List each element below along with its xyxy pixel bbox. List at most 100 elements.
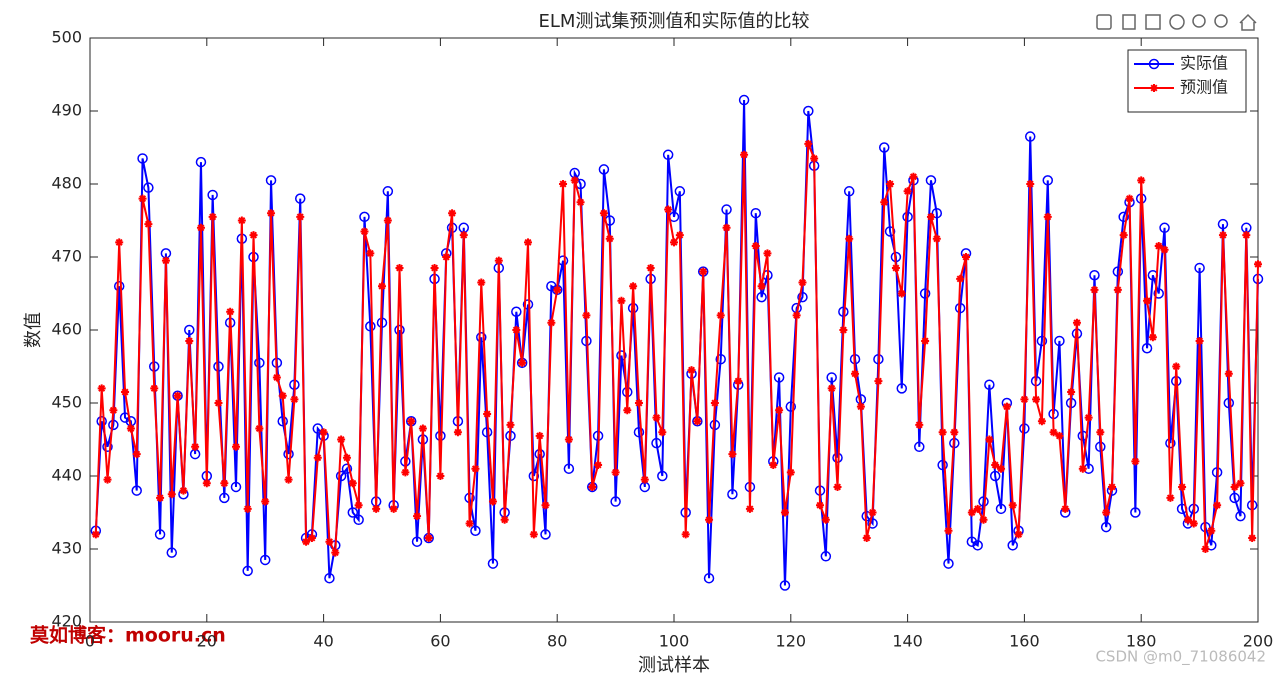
data-point [365, 321, 376, 332]
toolbar-datatip[interactable] [1145, 14, 1161, 30]
toolbar-pan[interactable] [1169, 14, 1185, 30]
data-point [827, 384, 836, 393]
data-point [797, 291, 808, 303]
data-point [312, 423, 324, 434]
data-point [564, 435, 573, 444]
data-point [382, 186, 394, 197]
data-point [1141, 343, 1153, 354]
data-point [903, 187, 912, 196]
data-point [97, 384, 106, 393]
data-point [1072, 318, 1081, 327]
data-point [166, 547, 178, 558]
data-point [137, 153, 148, 164]
toolbar-export[interactable] [1096, 14, 1112, 30]
data-point [937, 459, 948, 471]
data-point [763, 249, 772, 258]
x-tick-label: 40 [313, 632, 333, 651]
data-point [1084, 413, 1093, 422]
y-tick-label: 480 [51, 174, 82, 193]
plot-area [89, 37, 1259, 623]
data-point [582, 311, 591, 320]
data-point [938, 428, 947, 437]
data-point [1049, 428, 1058, 437]
data-point [540, 529, 551, 540]
data-point [389, 504, 398, 513]
data-point [535, 431, 544, 440]
data-point [96, 416, 107, 427]
data-point [662, 149, 674, 161]
data-point [804, 139, 813, 148]
data-point [769, 461, 778, 470]
data-point [1217, 218, 1229, 230]
data-point [307, 534, 316, 543]
data-point [476, 332, 487, 343]
data-point [610, 496, 621, 507]
data-point [213, 361, 224, 372]
data-point [921, 336, 930, 345]
data-point [1207, 526, 1216, 535]
data-point [1195, 336, 1204, 345]
data-point [932, 234, 941, 243]
data-point [1125, 194, 1134, 203]
data-point [674, 186, 686, 197]
data-point [1230, 482, 1239, 491]
data-point [1002, 402, 1011, 411]
data-point [383, 216, 392, 225]
data-point [243, 504, 252, 513]
data-point [208, 212, 217, 221]
data-point [1024, 131, 1036, 142]
toolbar-zoom-out[interactable] [1214, 14, 1228, 28]
data-point [511, 306, 522, 317]
toolbar-zoom-in[interactable] [1192, 14, 1206, 28]
data-point [401, 468, 410, 477]
data-point [518, 358, 527, 367]
x-tick-label: 0 [85, 632, 95, 651]
x-tick-label: 100 [659, 632, 690, 651]
data-point [1100, 521, 1112, 533]
data-point [734, 377, 743, 386]
data-point [359, 211, 370, 223]
data-point [588, 482, 597, 491]
data-point [232, 442, 240, 451]
data-point [1102, 508, 1111, 517]
data-point [559, 180, 568, 188]
data-point [453, 428, 462, 437]
toolbar-home[interactable] [1239, 13, 1257, 31]
data-point [506, 420, 515, 429]
data-point [897, 289, 906, 298]
data-point [1036, 335, 1048, 347]
data-point [745, 504, 754, 513]
data-point [319, 428, 328, 437]
data-point [728, 450, 737, 459]
x-tick-label: 200 [1243, 632, 1274, 651]
data-point [1061, 504, 1070, 513]
data-point [366, 249, 375, 258]
data-point [1172, 362, 1181, 371]
x-tick-label: 80 [547, 632, 567, 651]
data-point [191, 442, 200, 451]
data-point [185, 336, 194, 345]
data-point [296, 212, 305, 221]
data-point [156, 493, 165, 502]
data-point [1242, 231, 1251, 240]
data-point [757, 282, 766, 291]
data-point [154, 529, 166, 540]
toolbar-brush[interactable] [1122, 14, 1136, 30]
data-point [324, 572, 335, 584]
data-point [878, 142, 890, 153]
data-point [1165, 437, 1176, 449]
data-point [207, 189, 218, 201]
data-point [341, 463, 353, 474]
data-point [184, 324, 195, 336]
data-point [277, 416, 288, 427]
data-point [202, 479, 211, 488]
data-point [1201, 545, 1210, 553]
data-point [1236, 479, 1245, 488]
data-point [1148, 333, 1157, 342]
data-point [272, 373, 281, 382]
x-tick-label: 120 [776, 632, 807, 651]
data-point [242, 565, 253, 577]
data-point [313, 453, 322, 462]
data-point [331, 548, 340, 557]
data-point [1042, 175, 1054, 186]
